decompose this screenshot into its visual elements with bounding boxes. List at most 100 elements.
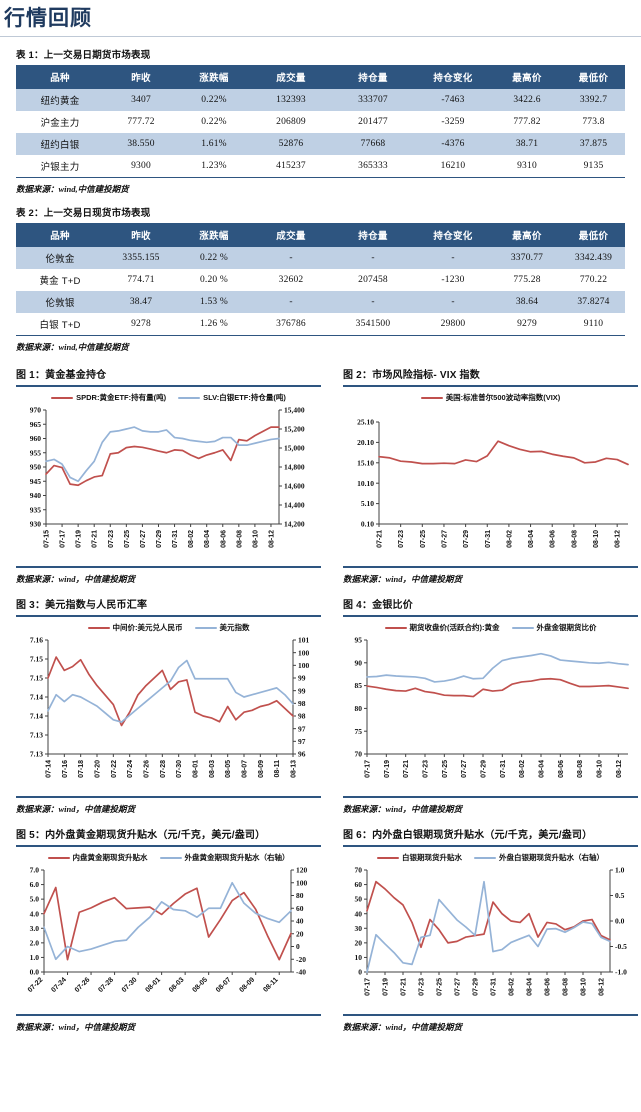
svg-text:100: 100	[298, 661, 310, 670]
svg-text:7.14: 7.14	[30, 693, 43, 702]
fig4-body: 期货收盘价(活跃合约):黄金 外盘金银期货比价 95 90 85 80 75 70 07-1…	[343, 617, 638, 794]
svg-text:-1.0: -1.0	[615, 968, 627, 977]
cell-low: 3342.439	[574, 253, 613, 264]
svg-text:98: 98	[298, 712, 306, 721]
svg-text:101: 101	[298, 636, 310, 645]
svg-text:07-26: 07-26	[144, 760, 151, 778]
cell-open-interest: -	[371, 253, 375, 264]
svg-text:100: 100	[298, 649, 310, 658]
fig6-body: 白银期现货升贴水 外盘白银期现货升贴水（右轴） 70 60 50 40 30 20 10 0 1…	[343, 847, 638, 1012]
cell-prev-close: 9300	[104, 155, 178, 179]
svg-text:7.13: 7.13	[30, 731, 43, 740]
svg-text:10: 10	[355, 953, 363, 962]
fig3-title: 图 3：美元指数与人民币汇率	[16, 600, 148, 612]
svg-text:14,200: 14,200	[284, 520, 305, 529]
svg-text:08-04: 08-04	[527, 978, 534, 996]
legend-swatch-blue	[178, 396, 201, 399]
svg-text:07-19: 07-19	[384, 760, 391, 778]
table-row: 纽约白银 38.550 1.61% 52876 77668 -4376 38.7…	[16, 133, 625, 156]
svg-text:08-06: 08-06	[220, 530, 227, 548]
svg-text:07-30: 07-30	[176, 760, 183, 778]
table-header-row: 品种 昨收 涨跌幅 成交量 持仓量 持仓变化 最高价 最低价	[16, 65, 625, 90]
fig1-plot: 970 965 960 955 950 945 940 935 930 15,400 15,200 1…	[30, 406, 305, 548]
cell-open-interest: 3541500	[332, 313, 414, 337]
legend-item-overseas-silver-basis: 外盘白银期现货升贴水（右轴）	[474, 852, 604, 863]
fig1-source: 数据来源：wind，中信建投期货	[16, 574, 136, 585]
col-header-prev-close: 昨收	[104, 65, 178, 90]
cell-oi-change: -	[451, 253, 455, 264]
fig6-legend: 白银期现货升贴水 外盘白银期现货升贴水（右轴）	[343, 847, 638, 864]
svg-text:07-30: 07-30	[121, 977, 139, 995]
legend-item-domestic-gold-basis: 内盘黄金期现货升贴水	[47, 852, 148, 863]
title-divider	[0, 36, 641, 38]
svg-text:08-09: 08-09	[239, 977, 257, 995]
svg-text:0.0: 0.0	[615, 917, 625, 926]
fig3-legend: 中间价:美元兑人民币 美元指数	[16, 617, 321, 634]
legend-swatch-red	[47, 856, 70, 859]
svg-text:08-13: 08-13	[291, 760, 298, 778]
cell-variety: 沪银主力	[16, 155, 104, 179]
fig6-rule-bottom	[343, 1014, 638, 1017]
fig5-plot: 7.0 6.0 5.0 4.0 3.0 2.0 1.0 0.0 120 100 80 60 40 20 0 -…	[27, 866, 308, 995]
svg-text:15,200: 15,200	[284, 425, 305, 434]
svg-text:07-27: 07-27	[441, 530, 448, 548]
cell-change-pct: 0.20 %	[199, 275, 229, 286]
page-title: 行情回顾	[0, 0, 641, 38]
svg-text:07-21: 07-21	[92, 530, 99, 548]
svg-text:70: 70	[355, 866, 363, 875]
legend-swatch-red	[51, 396, 74, 399]
legend-swatch-red	[384, 626, 407, 629]
table2-source: 数据来源：wind,中信建投期货	[16, 342, 129, 353]
table1-caption: 表 1：上一交易日期货市场表现	[16, 50, 151, 62]
figure-cell-fig5: 图 5：内外盘黄金期现货升贴水（元/千克，美元/盎司） 内盘黄金期现货升贴水 外…	[0, 819, 329, 1037]
cell-high: 38.64	[515, 297, 539, 308]
col-header-volume: 成交量	[250, 65, 332, 90]
fig3-rule-top	[16, 615, 321, 618]
cell-high: 9310	[492, 155, 562, 179]
svg-text:08-07: 08-07	[215, 977, 233, 995]
svg-text:2.0: 2.0	[30, 939, 40, 948]
svg-text:08-03: 08-03	[209, 760, 216, 778]
cell-open-interest: 201477	[358, 117, 388, 128]
fig4-legend: 期货收盘价(活跃合约):黄金 外盘金银期货比价	[343, 617, 638, 634]
cell-open-interest: 333707	[358, 95, 388, 106]
svg-text:40: 40	[296, 917, 304, 926]
svg-text:935: 935	[30, 506, 42, 515]
cell-volume: 415237	[250, 155, 332, 179]
svg-text:96: 96	[298, 750, 306, 759]
table-row: 伦敦银 38.47 1.53 % - - - 38.64 37.8274	[16, 291, 625, 314]
legend-item-dxy: 美元指数	[194, 622, 250, 633]
figure-cell-fig6: 图 6：内外盘白银期现货升贴水（元/千克，美元/盎司） 白银期现货升贴水 外盘白…	[329, 819, 641, 1037]
svg-text:07-23: 07-23	[398, 530, 405, 548]
cell-prev-close: 3407	[131, 95, 151, 106]
fig4-source: 数据来源：wind，中信建投期货	[343, 804, 463, 815]
legend-label: 美国:标准普尔500波动率指数(VIX)	[445, 393, 561, 403]
legend-label: 期货收盘价(活跃合约):黄金	[409, 623, 500, 633]
svg-text:25.10: 25.10	[357, 418, 374, 427]
svg-text:99: 99	[298, 674, 306, 683]
svg-text:08-04: 08-04	[528, 530, 535, 548]
cell-prev-close: 3355.155	[122, 253, 160, 264]
svg-text:60: 60	[296, 904, 304, 913]
svg-text:08-01: 08-01	[144, 977, 162, 995]
cell-variety: 白银 T+D	[16, 313, 104, 337]
cell-prev-close: 774.71	[127, 275, 155, 286]
svg-text:80: 80	[355, 704, 363, 713]
figure-row-1: 图 1：黄金基金持仓 SPDR:黄金ETF:持有量(吨) SLV:白银ETF:持…	[0, 359, 641, 589]
fig5-legend: 内盘黄金期现货升贴水 外盘黄金期现货升贴水（右轴）	[16, 847, 321, 864]
legend-item-gsr: 外盘金银期货比价	[511, 622, 597, 633]
cell-oi-change: -	[451, 297, 455, 308]
cell-variety: 伦敦银	[45, 298, 75, 310]
svg-text:07-16: 07-16	[62, 760, 69, 778]
cell-variety: 伦敦金	[45, 254, 75, 266]
svg-text:98: 98	[298, 699, 306, 708]
cell-high: 775.28	[513, 275, 541, 286]
cell-low: 3392.7	[579, 95, 608, 106]
cell-volume: 52876	[278, 139, 304, 150]
svg-text:08-02: 08-02	[519, 760, 526, 778]
cell-volume: 206809	[276, 117, 306, 128]
fig1-title: 图 1：黄金基金持仓	[16, 370, 107, 382]
legend-swatch-red	[377, 856, 399, 859]
fig3-plot: 7.16 7.15 7.15 7.14 7.14 7.13 7.13 101 100 100 99 9…	[30, 636, 310, 778]
svg-text:08-08: 08-08	[577, 760, 584, 778]
